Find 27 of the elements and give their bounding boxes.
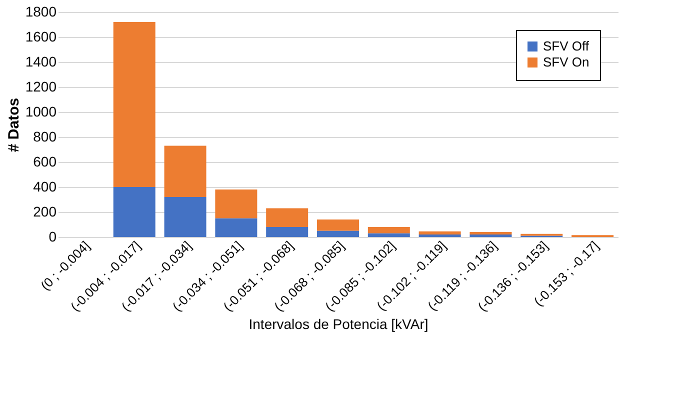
bar bbox=[266, 227, 308, 237]
legend-label: SFV Off bbox=[543, 38, 590, 54]
y-tick-label: 1800 bbox=[25, 4, 57, 20]
y-tick-label: 1000 bbox=[25, 104, 57, 120]
bar bbox=[317, 230, 359, 237]
bar bbox=[418, 231, 461, 234]
y-tick-label: 200 bbox=[33, 204, 57, 220]
y-tick-label: 800 bbox=[33, 128, 57, 144]
bar bbox=[164, 197, 206, 237]
y-tick-label: 0 bbox=[48, 228, 57, 244]
bar bbox=[113, 22, 156, 187]
bar bbox=[215, 218, 258, 237]
y-tick-label: 600 bbox=[33, 154, 57, 170]
y-tick-label: 1400 bbox=[25, 54, 57, 70]
bar bbox=[368, 227, 410, 234]
bar bbox=[164, 146, 206, 197]
y-tick-label: 1200 bbox=[25, 78, 57, 94]
bar bbox=[215, 190, 258, 218]
bar bbox=[266, 208, 308, 227]
bar bbox=[317, 220, 359, 231]
y-tick-label: 1600 bbox=[25, 28, 57, 44]
legend-label: SFV On bbox=[543, 54, 590, 70]
bar bbox=[368, 233, 410, 237]
y-axis-title: # Datos bbox=[5, 98, 22, 152]
x-axis-title: Intervalos de Potencia [kVAr] bbox=[248, 316, 428, 332]
bar bbox=[113, 187, 156, 237]
y-tick-label: 400 bbox=[33, 178, 57, 194]
